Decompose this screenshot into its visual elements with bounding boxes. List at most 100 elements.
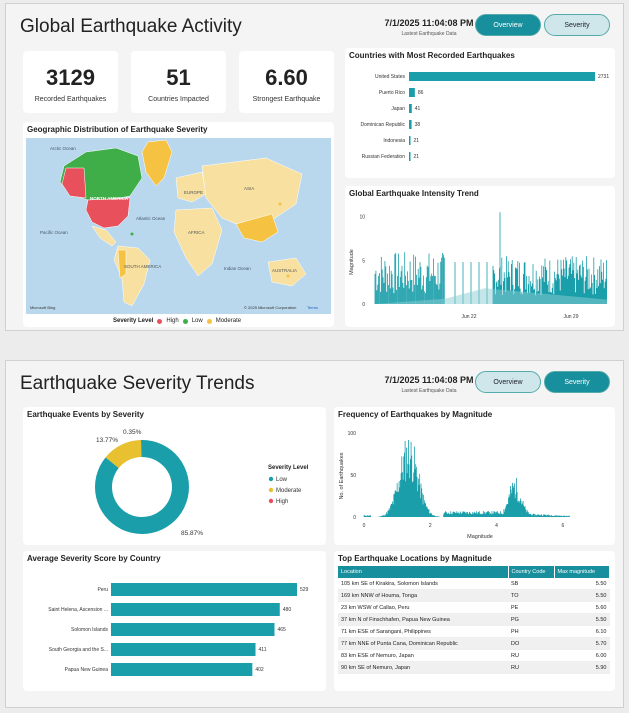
severity-donut-chart[interactable]: 85.87% 13.77% 0.35% Severity Level Low Modera… — [23, 407, 326, 545]
country-bar — [409, 72, 595, 81]
cell-max-magnitude: 6.10 — [554, 625, 610, 638]
country-bar — [409, 120, 412, 129]
table-row[interactable]: 83 km ESE of Nemuro, Japan RU 6.00 — [338, 649, 610, 662]
cell-max-magnitude: 5.50 — [554, 578, 610, 590]
map-label-atlantic-ocean: Atlantic Ocean — [136, 216, 166, 221]
cell-max-magnitude: 5.50 — [554, 589, 610, 602]
country-data-label: 86 — [418, 90, 424, 96]
countries-bar-card: Countries with Most Recorded Earthquakes… — [345, 48, 615, 178]
page-title: Earthquake Severity Trends — [20, 373, 255, 394]
map-legend: Severity Level High Low Moderate — [113, 318, 241, 324]
country-data-label: 21 — [414, 138, 420, 144]
countries-bar-chart[interactable]: United States 2731 Puerto Rico 86 Japan 41 Dom… — [345, 66, 615, 176]
kpi-label: Strongest Earthquake — [252, 96, 321, 103]
table-row[interactable]: 71 km ESE of Sarangani, Philippines PH 6.1… — [338, 625, 610, 638]
donut-label-high: 0.35% — [123, 429, 142, 436]
table-row[interactable]: 37 km N of Finschhafen, Papua New Guinea… — [338, 613, 610, 626]
timestamp-block: 7/1/2025 11:04:08 PM Lastest Earthquake … — [374, 375, 484, 394]
map-label-pacific-ocean: Pacific Ocean — [40, 230, 68, 235]
country-data-label: 41 — [415, 106, 421, 112]
table-title: Top Earthquake Locations by Magnitude — [338, 554, 492, 563]
cell-max-magnitude: 5.50 — [554, 613, 610, 626]
cell-location: 37 km N of Finschhafen, Papua New Guinea — [338, 613, 508, 626]
col-location[interactable]: Location — [338, 566, 509, 578]
trend-x-tick: Jun 29 — [563, 314, 578, 320]
cell-country-code: PG — [508, 613, 554, 626]
country-tick-label: Dominican Republic — [361, 122, 406, 128]
country-data-label: 21 — [414, 154, 420, 160]
table-row[interactable]: 23 km WSW of Callao, Peru PE 5.60 — [338, 601, 610, 614]
cell-country-code: PH — [508, 625, 554, 638]
hist-x-tick: 2 — [429, 523, 432, 529]
hist-y-tick: 0 — [353, 515, 356, 521]
donut-slice-low — [94, 440, 189, 534]
donut-legend-title: Severity Level — [268, 465, 309, 471]
country-bar — [409, 152, 411, 161]
avg-score-bar-chart[interactable]: Peru 529 Saint Helena, Ascension ... 480 Sol… — [23, 565, 326, 691]
kpi-strongest-earthquake: 6.60 Strongest Earthquake — [239, 51, 334, 113]
cell-country-code: RU — [508, 661, 554, 674]
kpi-countries-impacted: 51 Countries Impacted — [131, 51, 226, 113]
legend-dot-icon — [268, 476, 274, 482]
cell-country-code: RU — [508, 649, 554, 662]
legend-dot-icon — [268, 487, 274, 493]
donut-title: Earthquake Events by Severity — [27, 410, 144, 419]
cell-country-code: PE — [508, 601, 554, 614]
avg-score-data-label: 411 — [259, 647, 267, 653]
avg-score-bar — [111, 663, 253, 676]
country-tick-label: United States — [375, 74, 406, 80]
avg-score-tick-label: Peru — [97, 587, 108, 593]
overview-nav-button[interactable]: Overview — [475, 14, 541, 36]
cell-location: 71 km ESE of Sarangani, Philippines — [338, 625, 508, 638]
severity-donut-card: Earthquake Events by Severity 85.87% 13.7… — [23, 407, 326, 545]
table-row[interactable]: 77 km NNE of Punta Cana, Dominican Repub… — [338, 637, 610, 650]
map-label-europe: EUROPE — [184, 190, 203, 195]
kpi-label: Countries Impacted — [148, 96, 209, 103]
map-label-north-america: NORTH AMERICA — [90, 196, 129, 201]
severity-nav-button[interactable]: Severity — [544, 14, 610, 36]
table-row[interactable]: 169 km NNW of Houma, Tonga TO 5.50 — [338, 589, 610, 602]
avg-score-tick-label: Papua New Guinea — [65, 667, 109, 673]
kpi-value: 51 — [166, 65, 191, 90]
table-row[interactable]: 105 km SE of Kirakira, Solomon Islands SB… — [338, 578, 610, 590]
map-brand: Microsoft Bing — [30, 305, 55, 310]
top-locations-table-wrap[interactable]: Location Country Code Max magnitude 105 … — [338, 566, 610, 674]
avg-score-title: Average Severity Score by Country — [27, 554, 161, 563]
country-tick-label: Puerto Rico — [379, 90, 405, 96]
trend-line-chart[interactable]: Magnitude 0 5 10 Jun 22 Jun 29 — [345, 200, 615, 327]
cell-country-code: SB — [508, 578, 554, 590]
donut-legend-moderate: Moderate — [276, 488, 302, 494]
map-terms-link[interactable]: Terms — [307, 305, 318, 310]
magnitude-histogram[interactable]: No. of Earthquakes 0 50 100 0 2 4 6 Magnitude — [334, 421, 615, 545]
hist-x-tick: 4 — [495, 523, 498, 529]
trend-y-tick: 0 — [362, 302, 365, 308]
map-label-australia: AUSTRALIA — [272, 268, 297, 273]
col-max-magnitude[interactable]: Max magnitude — [554, 566, 610, 578]
world-map[interactable]: Arctic Ocean NORTH AMERICA Pacific Ocean… — [26, 138, 331, 314]
severity-dashboard: Earthquake Severity Trends 7/1/2025 11:0… — [5, 360, 624, 708]
map-label-africa: AFRICA — [188, 230, 205, 235]
latest-timestamp: 7/1/2025 11:04:08 PM — [384, 18, 474, 28]
avg-score-bar — [111, 623, 275, 636]
legend-dot-icon — [206, 318, 212, 324]
top-locations-table: Location Country Code Max magnitude 105 … — [338, 566, 610, 674]
cell-location: 77 km NNE of Punta Cana, Dominican Repub… — [338, 637, 508, 650]
severity-nav-button[interactable]: Severity — [544, 371, 610, 393]
map-points — [72, 176, 290, 278]
map-title: Geographic Distribution of Earthquake Se… — [27, 125, 208, 134]
country-tick-label: Japan — [391, 106, 405, 112]
avg-score-tick-label: Solomon Islands — [71, 627, 108, 633]
col-country-code[interactable]: Country Code — [508, 566, 555, 578]
map-label-indian-ocean: Indian Ocean — [224, 266, 251, 271]
magnitude-histogram-card: Frequency of Earthquakes by Magnitude No… — [334, 407, 615, 545]
trend-series — [374, 212, 607, 304]
hist-y-tick: 50 — [350, 473, 356, 479]
legend-high: High — [166, 318, 179, 324]
country-bar — [409, 136, 411, 145]
legend-title: Severity Level — [113, 318, 154, 324]
trend-chart-title: Global Earthquake Intensity Trend — [349, 189, 479, 198]
overview-nav-button[interactable]: Overview — [475, 371, 541, 393]
table-row[interactable]: 90 km SE of Nemuro, Japan RU 5.90 — [338, 661, 610, 674]
page-title: Global Earthquake Activity — [20, 16, 242, 37]
avg-score-bar — [111, 583, 297, 596]
